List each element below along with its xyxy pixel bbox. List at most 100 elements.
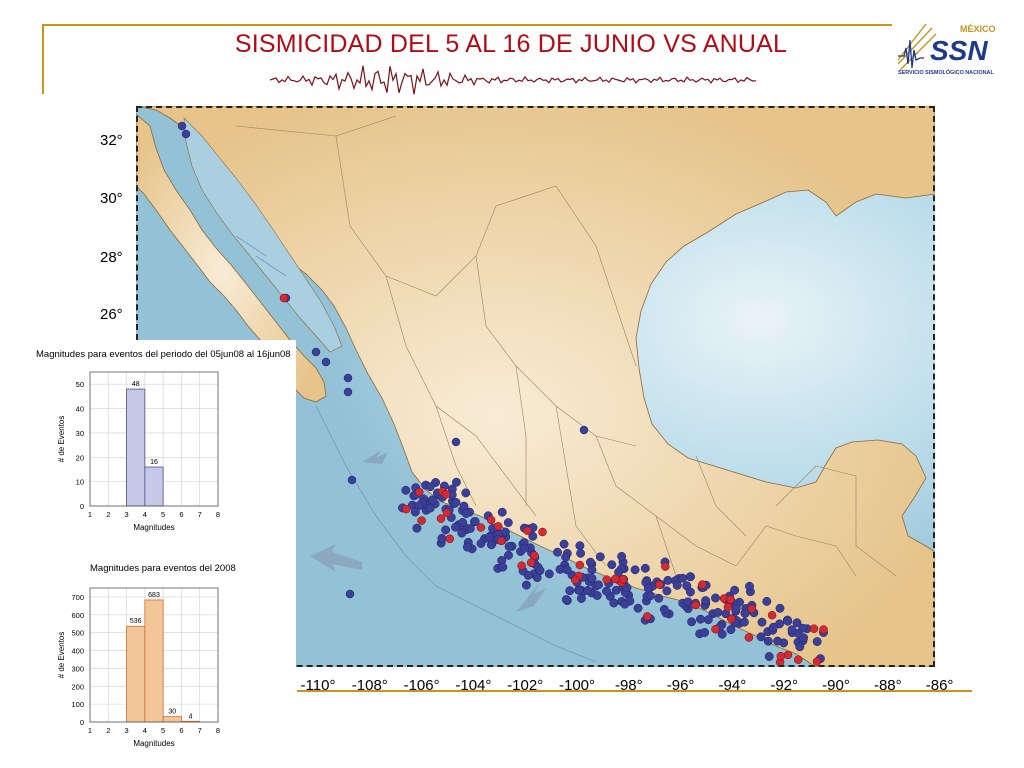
event-2008-dot — [576, 594, 586, 603]
bar-value-label: 4 — [189, 713, 193, 720]
event-2008-dot — [401, 485, 411, 495]
event-2008-dot — [576, 548, 586, 558]
x-tick-label: 7 — [198, 726, 202, 735]
event-period-dot — [523, 526, 532, 535]
lon-label: -86° — [925, 677, 954, 694]
event-2008-dot — [574, 585, 584, 595]
event-period-dot — [476, 523, 486, 532]
event-2008-dot — [630, 565, 640, 575]
hist-bar — [162, 716, 182, 723]
event-2008-dot — [764, 652, 774, 661]
event-2008-dot — [181, 129, 191, 139]
event-period-dot — [602, 575, 611, 584]
event-2008-dot — [701, 596, 711, 606]
event-2008-dot — [713, 607, 723, 617]
logo-acronym: SSN — [930, 35, 988, 66]
x-tick-label: 2 — [106, 726, 110, 735]
event-2008-dot — [561, 595, 571, 605]
logo-country: MÉXICO — [960, 24, 996, 34]
lon-label: -96° — [666, 677, 695, 694]
event-2008-dot — [643, 583, 653, 593]
event-2008-dot — [579, 425, 589, 435]
event-2008-dot — [451, 477, 461, 487]
event-2008-dot — [311, 347, 321, 357]
event-2008-dot — [687, 617, 697, 627]
event-period-dot — [436, 514, 446, 523]
ssn-logo: MÉXICO SSN SERVICIO SISMOLÓGICO NACIONAL — [897, 23, 996, 76]
x-tick-label: 7 — [198, 510, 202, 519]
event-2008-dot — [602, 586, 611, 596]
event-2008-dot — [773, 636, 783, 646]
event-2008-dot — [343, 373, 353, 383]
x-tick-label: 6 — [179, 510, 183, 519]
gulf-of-california — [183, 117, 343, 353]
y-tick-label: 0 — [80, 718, 84, 727]
plot-frame — [89, 371, 219, 507]
event-period-dot — [445, 534, 455, 544]
event-2008-dot — [683, 597, 693, 607]
event-2008-dot — [561, 552, 571, 562]
event-2008-dot — [700, 628, 710, 637]
event-period-dot — [793, 655, 803, 664]
event-2008-dot — [503, 518, 513, 528]
event-period-dot — [571, 575, 580, 585]
seismograph-icon — [897, 23, 937, 71]
event-2008-dot — [451, 522, 460, 532]
event-2008-dot — [633, 603, 643, 613]
event-2008-dot — [609, 598, 619, 608]
event-period-dot — [643, 612, 652, 621]
event-2008-dot — [756, 632, 766, 642]
event-2008-dot — [486, 540, 496, 550]
plate-arrows — [310, 450, 546, 612]
lon-label: -104° — [455, 677, 492, 694]
event-2008-dot — [745, 581, 754, 591]
lat-label: 32° — [100, 132, 123, 149]
event-2008-dot — [565, 586, 575, 596]
event-period-dot — [698, 580, 707, 589]
event-2008-dot — [792, 618, 802, 628]
event-2008-dot — [768, 622, 778, 632]
event-2008-dot — [685, 587, 695, 597]
event-2008-dot — [451, 437, 461, 447]
event-2008-dot — [620, 599, 630, 609]
event-2008-dot — [523, 570, 533, 580]
hist-bar — [144, 466, 164, 507]
event-2008-dot — [726, 625, 736, 635]
event-2008-dot — [347, 475, 357, 485]
lon-label: -90° — [822, 677, 850, 694]
event-period-dot — [415, 487, 424, 497]
event-2008-dot — [583, 586, 593, 595]
x-tick-label: 4 — [143, 510, 147, 519]
y-tick-label: 30 — [76, 429, 84, 438]
y-tick-label: 200 — [71, 682, 84, 691]
earthquake-events — [177, 121, 828, 667]
hist-period-chart: 0 10 20 30 40 50 1 2 3 4 5 6 7 8 48 16 Magnitudes # de Ev… — [57, 371, 220, 532]
lon-label: -94° — [718, 677, 747, 694]
event-2008-dot — [559, 539, 569, 549]
event-2008-dot — [587, 565, 597, 575]
x-tick-label: 3 — [124, 726, 128, 735]
event-2008-dot — [595, 552, 605, 562]
bar-value-label: 16 — [150, 459, 158, 466]
hist-bar — [144, 599, 164, 723]
event-2008-dot — [812, 637, 822, 647]
event-2008-dot — [730, 585, 740, 595]
plot-frame — [89, 587, 219, 723]
event-2008-dot — [498, 562, 508, 572]
event-2008-dot — [470, 517, 480, 526]
event-2008-dot — [783, 616, 793, 626]
event-2008-dot — [425, 503, 435, 513]
x-tick-label: 5 — [161, 510, 165, 519]
x-axis-label: Magnitudes — [133, 523, 174, 532]
event-period-dot — [726, 595, 735, 604]
state-borders — [235, 115, 897, 607]
bar-value-label: 683 — [148, 592, 160, 599]
bar-value-label: 48 — [132, 381, 140, 388]
lon-label: -92° — [770, 677, 799, 694]
hist-year-title: Magnitudes para eventos del 2008 — [90, 563, 236, 574]
frame-bottom-border — [297, 690, 972, 692]
event-period-dot — [417, 516, 426, 525]
event-period-dot — [747, 604, 757, 613]
event-period-dot — [767, 610, 777, 620]
y-tick-label: 100 — [71, 700, 84, 709]
